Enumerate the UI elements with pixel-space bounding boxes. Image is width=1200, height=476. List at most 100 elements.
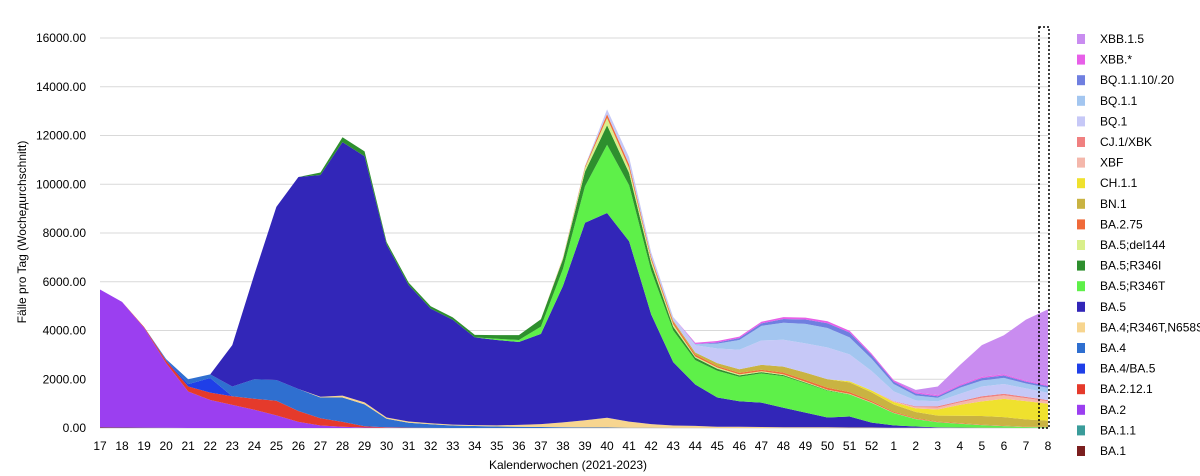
legend-swatch <box>1077 157 1085 168</box>
x-tick-label: 51 <box>843 439 857 453</box>
legend-swatch <box>1077 404 1085 415</box>
legend-label: BA.5;del144 <box>1100 238 1166 252</box>
x-tick-label: 50 <box>821 439 835 453</box>
area-ba-2 <box>100 289 1048 428</box>
x-tick-label: 18 <box>115 439 129 453</box>
highlight-box <box>1038 26 1050 429</box>
legend-label: BA.4;R346T,N658S <box>1100 320 1200 334</box>
legend-label: XBB.1.5 <box>1100 32 1144 46</box>
legend-swatch <box>1077 75 1085 86</box>
legend-label: BA.1 <box>1100 444 1126 458</box>
x-tick-label: 32 <box>424 439 438 453</box>
legend-swatch <box>1077 322 1085 333</box>
x-tick-label: 49 <box>799 439 813 453</box>
x-tick-label: 45 <box>711 439 725 453</box>
legend-swatch <box>1077 116 1085 127</box>
y-tick-label: 12000.00 <box>36 129 86 143</box>
x-tick-label: 2 <box>912 439 919 453</box>
legend-label: BA.5;R346T <box>1100 279 1166 293</box>
y-axis-title: Fälle pro Tag (Wocheдurchschnitt) <box>15 141 29 324</box>
legend-label: CJ.1/XBK <box>1100 135 1152 149</box>
legend-swatch <box>1077 281 1085 292</box>
x-tick-label: 26 <box>292 439 306 453</box>
legend-label: BA.4/BA.5 <box>1100 362 1156 376</box>
legend-label: BA.5;R346I <box>1100 259 1161 273</box>
area-bq-1-1 <box>100 109 1048 402</box>
x-tick-label: 44 <box>689 439 703 453</box>
x-tick-label: 22 <box>204 439 218 453</box>
legend-label: BA.2.12.1 <box>1100 382 1153 396</box>
legend: XBB.1.5 XBB.* BQ.1.1.10/.20 BQ.1.1 BQ.1 CJ.1/… <box>1077 32 1200 458</box>
y-tick-label: 16000.00 <box>36 31 86 45</box>
legend-swatch <box>1077 301 1085 312</box>
legend-label: BQ.1.1 <box>1100 94 1138 108</box>
x-tick-label: 39 <box>578 439 592 453</box>
x-tick-label: 4 <box>956 439 963 453</box>
x-tick-label: 36 <box>512 439 526 453</box>
legend-label: BN.1 <box>1100 197 1127 211</box>
y-tick-label: 4000.00 <box>43 324 87 338</box>
x-tick-label: 3 <box>934 439 941 453</box>
x-tick-label: 40 <box>600 439 614 453</box>
legend-swatch <box>1077 219 1085 230</box>
x-tick-label: 19 <box>137 439 151 453</box>
x-axis-title: Kalenderwochen (2021-2023) <box>489 458 647 472</box>
legend-swatch <box>1077 363 1085 374</box>
legend-swatch <box>1077 137 1085 147</box>
x-tick-label: 1 <box>890 439 897 453</box>
x-tick-label: 27 <box>314 439 328 453</box>
x-tick-label: 35 <box>490 439 504 453</box>
x-tick-label: 31 <box>402 439 416 453</box>
x-tick-label: 48 <box>777 439 791 453</box>
x-tick-label: 52 <box>865 439 879 453</box>
x-tick-label: 30 <box>380 439 394 453</box>
y-tick-label: 14000.00 <box>36 80 86 94</box>
x-tick-label: 46 <box>733 439 747 453</box>
legend-label: XBF <box>1100 156 1123 170</box>
legend-label: BA.5 <box>1100 300 1126 314</box>
legend-swatch <box>1077 34 1085 44</box>
x-tick-label: 25 <box>270 439 284 453</box>
legend-swatch <box>1077 95 1085 106</box>
x-tick-label: 37 <box>534 439 548 453</box>
legend-label: XBB.* <box>1100 53 1132 67</box>
legend-label: BA.1.1 <box>1100 423 1136 437</box>
x-tick-label: 43 <box>667 439 681 453</box>
x-tick-label: 24 <box>248 439 262 453</box>
y-tick-label: 8000.00 <box>43 226 87 240</box>
x-tick-label: 20 <box>159 439 173 453</box>
x-tick-label: 28 <box>336 439 350 453</box>
x-tick-label: 23 <box>226 439 240 453</box>
x-tick-label: 5 <box>979 439 986 453</box>
x-tick-label: 38 <box>556 439 570 453</box>
y-tick-label: 0.00 <box>63 421 87 435</box>
legend-swatch <box>1077 240 1085 250</box>
x-tick-label: 34 <box>468 439 482 453</box>
legend-swatch <box>1077 260 1085 271</box>
x-tick-label: 42 <box>644 439 658 453</box>
legend-swatch <box>1077 343 1085 353</box>
legend-swatch <box>1077 198 1085 209</box>
legend-swatch <box>1077 178 1085 189</box>
x-tick-label: 6 <box>1001 439 1008 453</box>
legend-label: BA.4 <box>1100 341 1126 355</box>
x-tick-label: 21 <box>182 439 196 453</box>
x-tick-label: 8 <box>1045 439 1052 453</box>
x-tick-label: 33 <box>446 439 460 453</box>
x-tick-label: 41 <box>622 439 636 453</box>
legend-label: BA.2.75 <box>1100 217 1143 231</box>
x-tick-label: 7 <box>1023 439 1030 453</box>
axes: 0.00 2000.00 4000.00 6000.00 8000.00 10000.00… <box>36 26 1052 453</box>
legend-label: CH.1.1 <box>1100 176 1138 190</box>
legend-label: BQ.1.1.10/.20 <box>1100 73 1174 87</box>
legend-label: BA.2 <box>1100 403 1126 417</box>
x-tick-label: 29 <box>358 439 372 453</box>
x-tick-label: 17 <box>93 439 107 453</box>
legend-swatch <box>1077 54 1085 65</box>
y-tick-label: 10000.00 <box>36 177 86 191</box>
y-tick-label: 2000.00 <box>43 372 87 386</box>
area-ba-5 <box>100 142 1048 428</box>
legend-swatch <box>1077 446 1085 456</box>
